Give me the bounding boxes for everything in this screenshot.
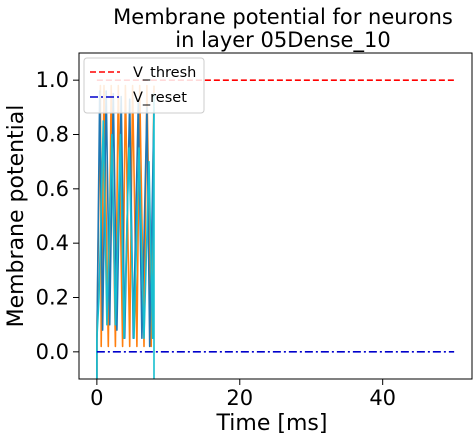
legend: V_thresh V_reset — [83, 57, 205, 114]
chart-title-line1: Membrane potential for neurons — [113, 5, 453, 29]
chart-title-line2: in layer 05Dense_10 — [175, 28, 390, 53]
data-layer — [96, 79, 455, 379]
y-tick-label: 0.6 — [36, 177, 69, 201]
x-axis-label: Time [ms] — [216, 411, 328, 436]
y-tick-label: 0.4 — [36, 231, 69, 255]
legend-label-v-thresh: V_thresh — [133, 65, 196, 81]
y-tick-label: 0.8 — [36, 123, 69, 147]
y-axis-label: Membrane potential — [4, 105, 29, 328]
series-line-1 — [96, 84, 155, 379]
y-tick-label: 0.2 — [36, 286, 69, 310]
legend-label-v-reset: V_reset — [133, 90, 187, 106]
y-tick-label: 0.0 — [36, 340, 69, 364]
series-line-3 — [96, 93, 155, 379]
x-tick-label: 0 — [90, 386, 103, 410]
plot-frame — [78, 52, 473, 380]
y-tick-label: 1.0 — [36, 68, 69, 92]
x-tick-label: 40 — [369, 386, 396, 410]
x-axis-ticks: 0 20 40 — [90, 379, 396, 410]
y-axis-ticks: 0.0 0.2 0.4 0.6 0.8 1.0 — [36, 68, 79, 364]
x-tick-label: 20 — [226, 386, 253, 410]
